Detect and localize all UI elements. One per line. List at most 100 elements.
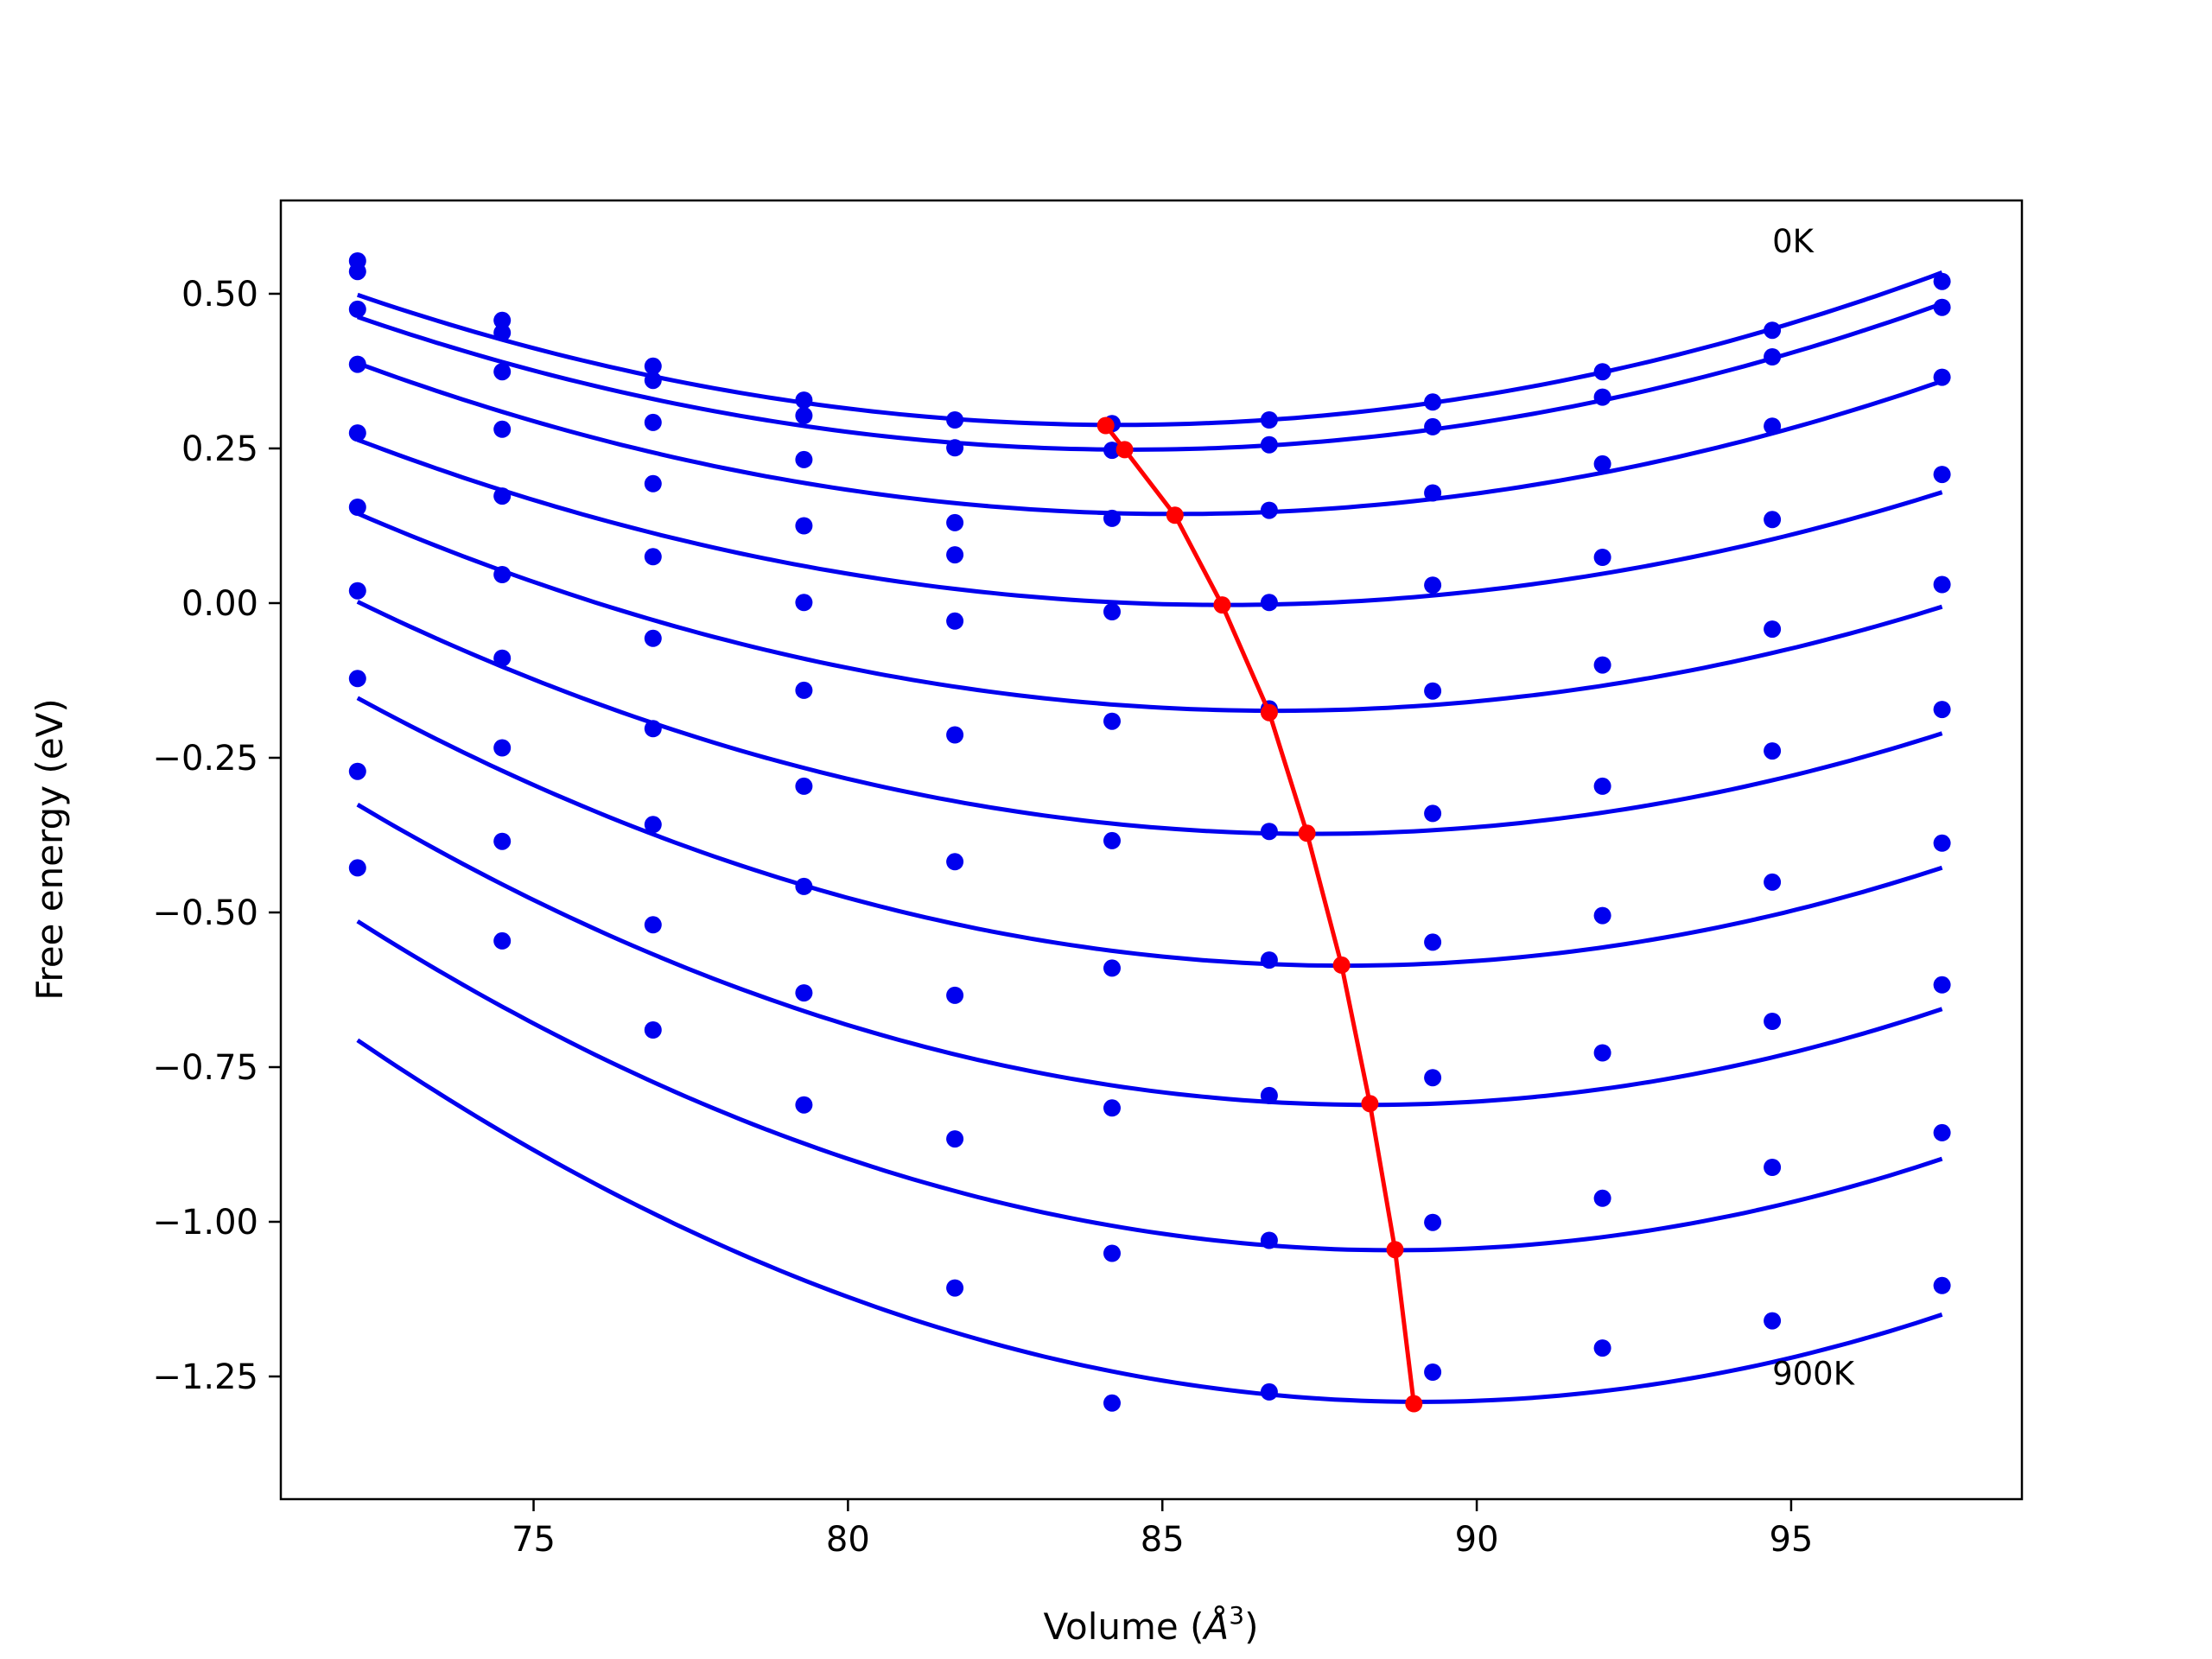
x-axis-label-symbol: Å	[1202, 1605, 1230, 1648]
x-axis-label: Volume (Å3)	[1044, 1601, 1259, 1648]
data-point	[348, 424, 366, 442]
data-point	[1933, 368, 1951, 386]
data-point	[493, 311, 512, 329]
data-point	[1260, 1086, 1278, 1104]
data-point	[1933, 575, 1951, 594]
data-point	[946, 853, 964, 871]
data-point	[1764, 321, 1782, 340]
x-tick-label: 80	[826, 1520, 870, 1560]
data-point	[644, 629, 662, 647]
data-point	[946, 1130, 964, 1148]
data-point	[1424, 933, 1442, 951]
data-point	[644, 816, 662, 834]
data-point	[1593, 777, 1611, 795]
data-point	[348, 859, 366, 877]
data-point	[1764, 417, 1782, 435]
data-point	[1593, 549, 1611, 566]
data-point	[348, 582, 366, 600]
data-point	[1260, 823, 1278, 841]
data-point	[946, 612, 964, 630]
data-point	[946, 513, 964, 531]
fit-curve-9	[356, 919, 1943, 1253]
data-point	[1933, 466, 1951, 484]
data-point	[946, 411, 964, 429]
fit-curve-1	[356, 270, 1943, 428]
data-point	[1103, 1394, 1121, 1412]
annotations-layer: 0K 900K	[1772, 223, 1856, 1392]
fit-curve-10	[356, 1038, 1943, 1404]
data-point	[795, 450, 813, 468]
minimum-point	[1166, 506, 1184, 524]
x-tick-label: 75	[512, 1520, 556, 1560]
data-point	[644, 548, 662, 566]
data-point	[946, 1279, 964, 1297]
fit-curve-7	[356, 696, 1943, 969]
data-point	[348, 355, 366, 373]
data-point	[644, 1021, 662, 1039]
data-point	[1593, 656, 1611, 674]
data-point	[1764, 348, 1782, 365]
data-point	[1424, 576, 1442, 594]
data-point	[1764, 1159, 1782, 1176]
minimum-point	[1332, 956, 1351, 974]
data-point	[795, 407, 813, 424]
data-point	[493, 363, 512, 381]
data-point	[1103, 712, 1121, 730]
minimum-point	[1386, 1241, 1404, 1259]
data-point	[946, 726, 964, 744]
x-tick-label: 90	[1455, 1520, 1499, 1560]
data-point	[493, 832, 512, 850]
data-point	[795, 984, 813, 1002]
data-point	[1103, 442, 1121, 460]
x-axis-label-text: Volume (	[1044, 1605, 1205, 1648]
x-axis-label-exponent: 3	[1229, 1601, 1244, 1630]
data-point	[493, 420, 512, 438]
data-point	[493, 324, 512, 342]
data-point	[1260, 951, 1278, 969]
data-point	[1260, 1231, 1278, 1249]
data-point	[493, 739, 512, 757]
data-point	[644, 372, 662, 390]
x-axis-label-end: )	[1244, 1605, 1258, 1648]
data-point	[1764, 873, 1782, 891]
minimum-point	[1298, 824, 1316, 842]
data-point	[1933, 298, 1951, 316]
data-point	[1103, 1244, 1121, 1262]
data-point	[946, 986, 964, 1004]
data-point	[795, 681, 813, 699]
y-tick-label: −1.25	[152, 1357, 258, 1397]
data-point	[1593, 388, 1611, 406]
data-point	[1424, 682, 1442, 700]
x-tick-label: 85	[1141, 1520, 1185, 1560]
y-tick-label: 0.25	[181, 429, 258, 469]
data-point	[1103, 603, 1121, 620]
data-point	[644, 474, 662, 493]
fit-curve-8	[356, 803, 1943, 1108]
y-axis-ticks: 0.50 0.25 0.00 −0.25 −0.50 −0.75 −1.00 −1.25	[152, 275, 281, 1397]
minimum-point	[1361, 1095, 1379, 1113]
data-point	[1103, 509, 1121, 527]
curve-annotation: 900K	[1772, 1355, 1856, 1392]
data-point	[1593, 363, 1611, 381]
data-point	[795, 1096, 813, 1114]
data-point	[1764, 1312, 1782, 1330]
data-point	[348, 762, 366, 780]
data-point	[1424, 1069, 1442, 1087]
data-point	[348, 499, 366, 516]
y-tick-label: −0.75	[152, 1048, 258, 1088]
fit-curve-6	[356, 600, 1943, 836]
data-point	[1933, 834, 1951, 852]
data-point	[1593, 1189, 1611, 1207]
data-point	[1933, 272, 1951, 290]
data-point	[795, 594, 813, 612]
data-point	[1424, 1363, 1442, 1381]
minimum-point	[1116, 441, 1134, 459]
x-tick-label: 95	[1769, 1520, 1813, 1560]
data-point	[1424, 484, 1442, 502]
y-tick-label: −1.00	[152, 1203, 258, 1243]
data-point	[1593, 454, 1611, 473]
data-point	[795, 517, 813, 535]
y-tick-label: 0.00	[181, 584, 258, 624]
